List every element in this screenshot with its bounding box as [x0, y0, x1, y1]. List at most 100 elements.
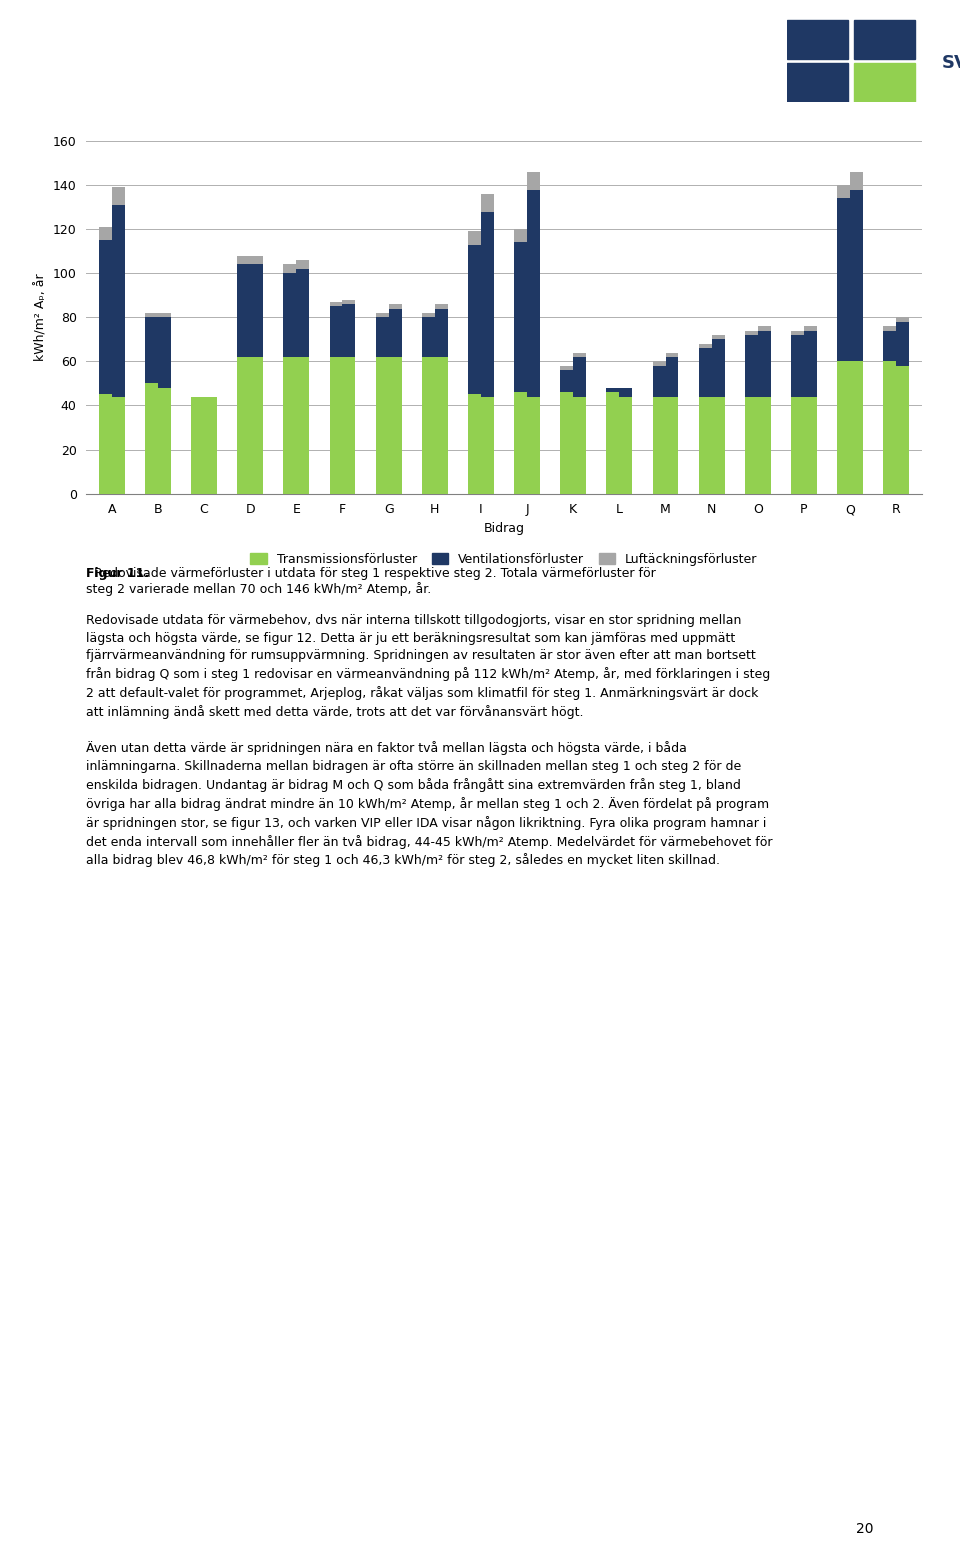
Bar [527, 190, 540, 396]
Bar [757, 331, 771, 396]
Bar [251, 265, 263, 357]
Bar [619, 396, 633, 494]
Bar [283, 265, 297, 273]
Bar [375, 357, 389, 494]
Bar [527, 396, 540, 494]
Bar [283, 273, 297, 357]
Bar [745, 335, 757, 396]
Bar [699, 343, 711, 348]
Bar [897, 321, 909, 365]
Bar [481, 396, 493, 494]
Bar [757, 396, 771, 494]
Bar [297, 270, 309, 357]
Bar [850, 190, 863, 362]
Bar [573, 357, 587, 396]
Bar [343, 357, 355, 494]
Bar [850, 172, 863, 190]
Bar [389, 357, 401, 494]
Text: 20: 20 [856, 1522, 874, 1536]
Bar [897, 365, 909, 494]
Bar [343, 299, 355, 304]
Bar [804, 326, 817, 331]
Bar [837, 185, 850, 199]
Bar [791, 335, 804, 396]
Bar [883, 362, 897, 494]
Bar [389, 304, 401, 309]
Bar [561, 365, 573, 370]
Bar [375, 313, 389, 317]
Bar [653, 362, 665, 365]
Bar [468, 232, 481, 244]
Bar [158, 387, 171, 494]
Bar [561, 392, 573, 494]
Bar [607, 392, 619, 494]
Bar [711, 340, 725, 396]
Bar [653, 396, 665, 494]
Bar [283, 357, 297, 494]
Bar [251, 357, 263, 494]
Bar [573, 353, 587, 357]
Text: SVEBY: SVEBY [942, 55, 960, 72]
Bar [329, 302, 343, 306]
Bar [787, 63, 848, 102]
Legend: Transmissionsförluster, Ventilationsförluster, Luftäckningsförluster: Transmissionsförluster, Ventilationsförl… [251, 553, 757, 566]
Bar [515, 392, 527, 494]
Bar [607, 387, 619, 392]
Bar [804, 396, 817, 494]
Bar [561, 370, 573, 392]
Bar [854, 20, 915, 58]
Bar [329, 306, 343, 357]
Bar [711, 335, 725, 340]
Bar [158, 313, 171, 317]
Bar [237, 255, 251, 265]
X-axis label: Bidrag: Bidrag [484, 522, 524, 534]
Text: Redovisade utdata för värmebehov, dvs när interna tillskott tillgodogjorts, visa: Redovisade utdata för värmebehov, dvs nä… [86, 614, 773, 868]
Bar [711, 396, 725, 494]
Bar [158, 317, 171, 387]
Bar [850, 362, 863, 494]
Bar [389, 309, 401, 357]
Bar [791, 331, 804, 335]
Bar [191, 396, 204, 494]
Bar [791, 396, 804, 494]
Bar [619, 387, 633, 396]
Bar [468, 244, 481, 395]
Bar [145, 317, 158, 384]
Bar [421, 313, 435, 317]
Bar [745, 331, 757, 335]
Bar [435, 357, 447, 494]
Bar [897, 317, 909, 321]
Bar [699, 396, 711, 494]
Bar [665, 353, 679, 357]
Bar [329, 357, 343, 494]
Bar [854, 63, 915, 102]
Bar [527, 172, 540, 190]
Bar [111, 205, 125, 396]
Bar [421, 357, 435, 494]
Bar [573, 396, 587, 494]
Bar [111, 188, 125, 205]
Bar [435, 309, 447, 357]
Bar [757, 326, 771, 331]
Text: Figur 11.: Figur 11. [86, 567, 150, 580]
Bar [297, 260, 309, 270]
Bar [297, 357, 309, 494]
Bar [653, 365, 665, 396]
Bar [421, 317, 435, 357]
Bar [99, 240, 111, 395]
Bar [343, 304, 355, 357]
Bar [375, 317, 389, 357]
Bar [251, 255, 263, 265]
Bar [237, 357, 251, 494]
Bar [699, 348, 711, 396]
Bar [883, 326, 897, 331]
Bar [435, 304, 447, 309]
Bar [804, 331, 817, 396]
Bar [665, 357, 679, 396]
Bar [883, 331, 897, 362]
Bar [481, 212, 493, 396]
Bar [787, 20, 848, 58]
Bar [515, 229, 527, 243]
Bar [468, 395, 481, 494]
Bar [145, 313, 158, 317]
